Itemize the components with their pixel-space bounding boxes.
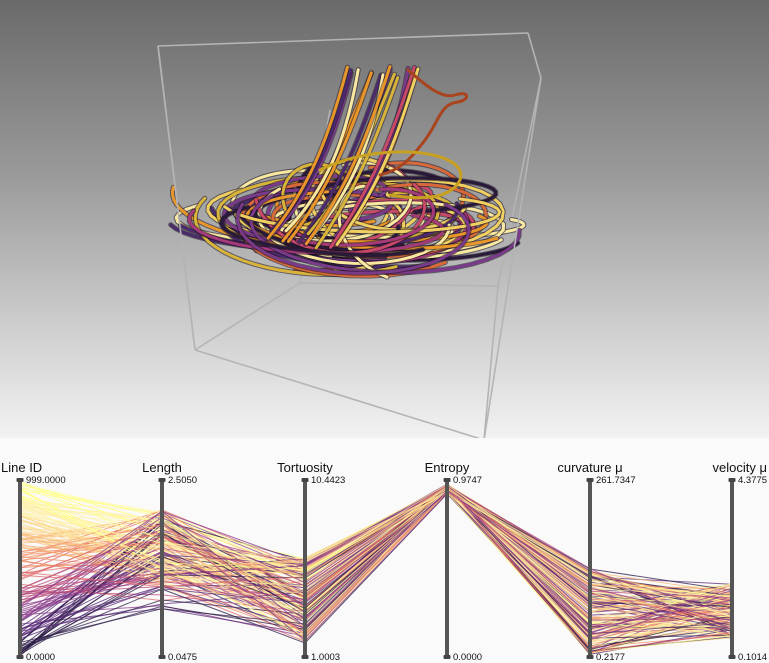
streamline [235,202,471,275]
bounding-box-edge [157,32,529,47]
pcp-axis-min: 0.2177 [596,652,625,663]
pcp-axis-handle-top[interactable] [586,478,594,482]
pcp-axis-max: 10.4423 [311,475,345,486]
pcp-axis-title: Tortuosity [277,460,333,475]
streamline [219,205,387,258]
pcp-axis-handle-top[interactable] [158,478,166,482]
pcp-axis-handle-top[interactable] [16,478,24,482]
pcp-axis-max: 0.9747 [453,475,482,486]
pcp-axis-min: 0.0000 [453,652,482,663]
pcp-axis-max: 2.5050 [168,475,197,486]
pcp-axis-title: Entropy [425,460,470,475]
bounding-box-edge [497,77,542,287]
pcp-polyline [19,491,733,594]
pcp-polyline [19,489,733,642]
pcp-axis-handle-bottom[interactable] [158,655,166,659]
streamline-tubes [168,64,527,280]
pcp-polyline [19,482,733,598]
pcp-axis-min: 0.0475 [168,652,197,663]
pcp-axis-title: velocity μ [713,460,767,475]
pcp-axis-title: Length [142,460,182,475]
bounding-box-edge [527,32,542,79]
bounding-box-front [157,45,542,438]
streamline [284,68,360,233]
pcp-axis-handle-bottom[interactable] [301,655,309,659]
3d-viewport[interactable] [0,0,769,438]
streamline [297,73,383,244]
pcp-polyline [19,489,733,629]
streamline [318,150,463,200]
pcp-axis-handle-bottom[interactable] [728,655,736,659]
pcp-axis-title: Line ID [1,460,42,475]
pcp-polyline [19,485,733,633]
pcp-polyline [19,492,733,635]
bounding-box-edge [299,282,499,287]
pcp-polyline [19,484,733,597]
pcp-polyline [19,493,733,650]
streamline [335,67,420,246]
pcp-polyline [19,490,733,633]
pcp-polyline [19,485,733,621]
pcp-axis-handle-bottom[interactable] [443,655,451,659]
parallel-coordinates-plot[interactable]: Line ID 999.0000 0.0000 Length 2.5050 0.0475 T… [0,438,769,663]
pcp-axis-handle-bottom[interactable] [16,655,24,659]
pcp-axis-max: 261.7347 [596,475,636,486]
pcp-polyline [19,491,733,636]
pcp-axis-min: 0.1014 [738,652,767,663]
pcp-polyline [19,490,733,628]
streamline [266,65,349,240]
streamline-scene[interactable] [0,0,769,438]
pcp-axis-handle-top[interactable] [301,478,309,482]
pcp-axis-max: 4.3775 [738,475,767,486]
pcp-axis-max: 999.0000 [26,475,66,486]
pcp-polyline [19,485,733,614]
streamline [378,68,469,177]
pcp-polyline [19,485,733,653]
pcp-axis-title: curvature μ [557,460,622,475]
pcp-polylines [19,480,733,657]
pcp-axis-handle-top[interactable] [728,478,736,482]
pcp-polyline [19,489,733,620]
streamline [245,190,499,251]
pcp-polyline [19,491,733,618]
pcp-axis-min: 1.0003 [311,652,340,663]
streamline [304,65,392,246]
pcp-axis-handle-top[interactable] [443,478,451,482]
bounding-box-edge [483,77,542,438]
bounding-box-edge [194,349,481,438]
bounding-box-edge [194,282,301,351]
bounding-box-edge [157,45,196,351]
pcp-axis-handle-bottom[interactable] [586,655,594,659]
streamline [296,187,436,247]
pcp-polyline [19,483,733,656]
pcp-axis-min: 0.0000 [26,652,55,663]
streamline [314,76,400,250]
streamline [223,197,502,234]
pcp-axis[interactable]: velocity μ4.3775 0.1014 [713,460,768,663]
bounding-box-edge [483,285,499,438]
streamline [249,194,521,275]
streamline [329,65,416,249]
pcp-polyline [19,483,733,653]
